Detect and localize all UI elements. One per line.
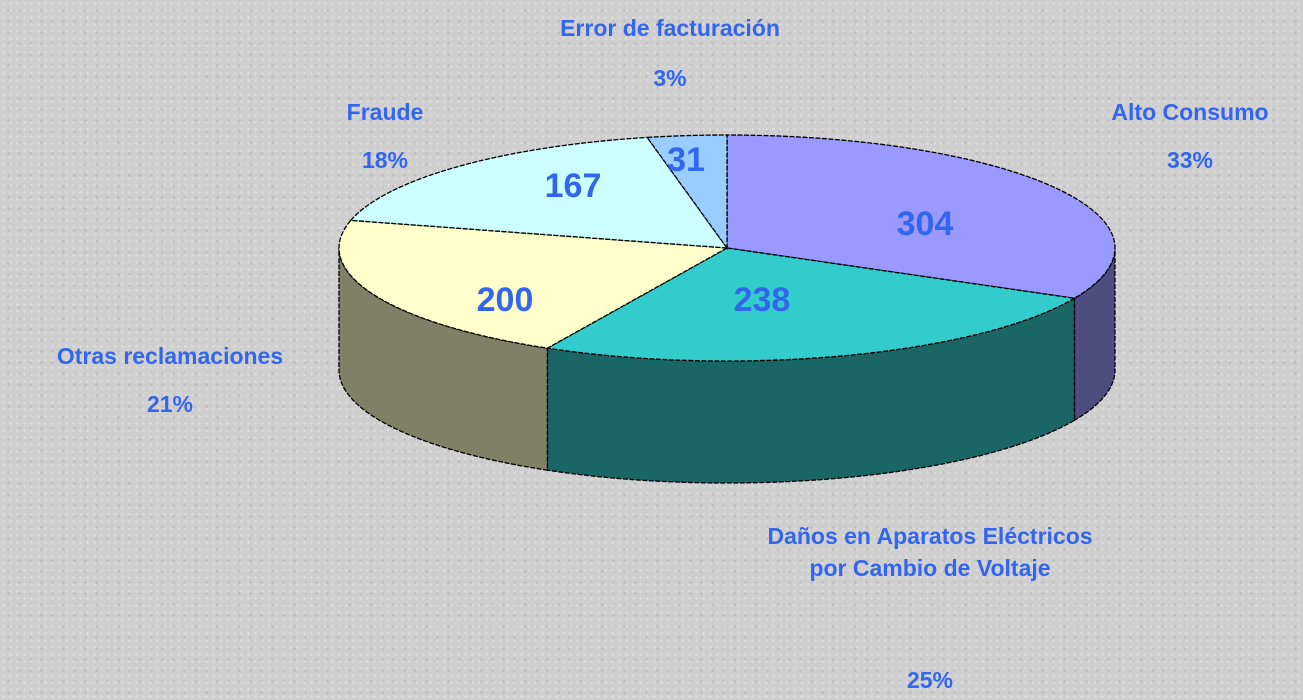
percent-label: 33% xyxy=(1166,147,1214,173)
slice xyxy=(726,134,1116,299)
slice xyxy=(645,134,728,251)
slice xyxy=(545,247,1077,362)
percent-label: 3% xyxy=(653,65,687,91)
category-label: Fraude xyxy=(346,99,424,125)
percent-label: 21% xyxy=(146,391,194,417)
slice-side xyxy=(1073,247,1116,422)
value-label: 167 xyxy=(545,167,602,205)
slice xyxy=(349,136,729,249)
value-label: 200 xyxy=(477,281,534,319)
value-label: 238 xyxy=(734,281,791,319)
slice xyxy=(338,219,730,349)
category-label: Alto Consumo xyxy=(1111,99,1269,125)
percent-label: 25% xyxy=(906,667,954,693)
value-label: 304 xyxy=(897,205,954,243)
category-label: Daños en Aparatos Eléctricos por Cambio … xyxy=(767,523,1093,581)
category-label: Otras reclamaciones xyxy=(56,343,284,369)
percent-label: 18% xyxy=(361,147,409,173)
value-label: 31 xyxy=(667,141,705,179)
category-label: Error de facturación xyxy=(560,15,780,41)
